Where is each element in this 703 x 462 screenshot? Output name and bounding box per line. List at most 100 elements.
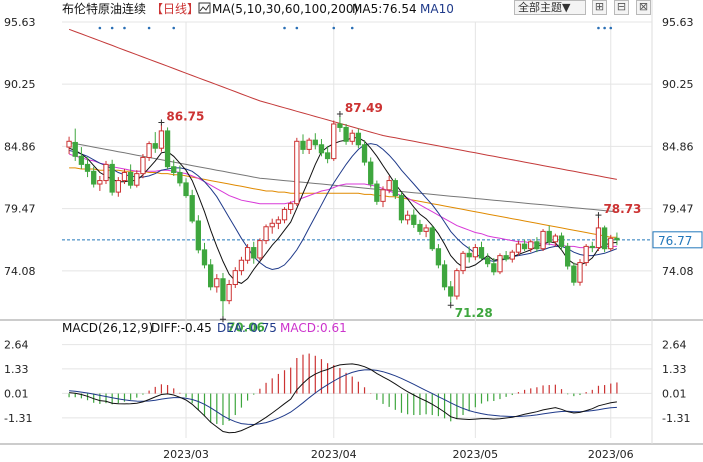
candle-body [558,235,565,247]
candle-body [134,173,140,186]
candle-body [608,237,614,250]
ma-indicator-icon-line [199,4,210,12]
candle-body [195,220,201,251]
candle-body [91,170,97,185]
candle-body [478,247,485,259]
high-annotation: 78.73 [603,202,641,216]
close-icon[interactable]: ⊠ [636,0,651,15]
low-annotation: 71.28 [455,306,493,320]
candle-body [552,235,559,243]
price-tick-label-right: 74.08 [662,265,694,278]
candle-body [103,163,109,182]
candle-body [534,241,540,250]
ma-params-label: MA(5,10,30,60,100,200) [212,2,358,16]
high-marker [336,111,343,118]
candle-body [417,223,423,232]
candle-body [392,180,398,197]
candle-body [171,166,177,173]
candle-body [189,195,195,222]
low-marker [219,316,226,323]
price-tick-label-left: 90.25 [4,78,36,91]
macd-tick-label-left: 2.64 [4,339,29,352]
macd-tick-label-left: -1.31 [4,412,32,425]
ma100-line [69,142,617,213]
macd-tick-label-left: 0.01 [4,387,29,400]
event-marker-dot [295,26,299,30]
candle-body [324,152,331,160]
macd-dea-line [69,369,617,426]
candle-body [300,140,306,150]
macd-diff-label: DIFF:-0.45 [151,321,212,335]
ma200-line [68,28,617,180]
candle-body [343,126,349,142]
period-label: 【日线】 [151,2,199,16]
candle-body [601,227,608,250]
price-tick-label-right: 84.86 [662,140,694,153]
candle-body [232,270,238,286]
price-tick-label-right: 79.47 [662,203,694,216]
candle-body [368,161,374,185]
ma5-value-label: MA5:76.54 [352,2,417,16]
candle-body [109,163,115,193]
candle-body [214,278,220,288]
theme-selector-button[interactable]: 全部主题▼ [514,0,586,15]
candle-body [423,227,429,232]
candle-body [509,251,515,260]
candle-body [528,241,534,250]
ma-indicator-icon [198,2,211,14]
candle-body [306,139,312,150]
event-marker-dot [609,26,613,30]
candle-body [589,245,595,249]
candle-body [497,255,503,273]
candle-body [312,139,318,146]
candle-body [152,143,158,149]
candle-body [257,240,263,259]
macd-tick-label-right: 2.64 [662,339,687,352]
ma30-line [68,153,617,249]
candle-body [201,249,208,266]
high-annotation: 86.75 [166,110,204,124]
time-tick-label: 2023/05 [452,448,498,461]
candle-body [281,208,288,221]
candle-body [454,270,460,297]
candle-body [441,264,448,288]
price-tick-label-left: 79.47 [4,203,36,216]
restore-icon[interactable]: ⊟ [614,0,629,15]
candle-body [411,214,417,225]
event-marker-dot [110,26,114,30]
candle-body [251,247,257,259]
macd-tick-label-right: 1.33 [662,363,687,376]
candle-body [614,237,620,241]
high-marker [595,212,602,219]
macd-tick-label-left: 1.33 [4,363,29,376]
event-marker-dot [283,26,286,30]
candle-body [164,130,171,168]
event-marker-dot [603,26,606,30]
ma10-label: MA10 [420,2,454,16]
candle-body [571,265,577,283]
candle-body [244,247,251,261]
candle-body [318,144,325,154]
candle-body [374,183,380,202]
candle-body [226,284,232,302]
chart-title: 布伦特原油连续 [62,1,146,16]
ma10-line [69,143,618,271]
candle-body [466,252,472,258]
candle-body [140,156,146,175]
candle-body [288,203,294,210]
high-marker [158,119,165,126]
macd-dea-label: DEA:-0.75 [217,321,277,335]
ma5-line [68,137,617,284]
time-tick-label: 2023/03 [163,448,209,461]
price-tick-label-left: 74.08 [4,265,36,278]
candle-body [355,132,362,146]
macd-tick-label-right: -1.31 [662,412,690,425]
event-marker-dot [172,26,176,30]
event-marker-dot [350,26,354,30]
time-tick-label: 2023/04 [311,448,357,461]
candle-body [448,286,454,297]
candle-body [72,141,78,157]
candle-body [565,245,571,267]
expand-icon[interactable]: ⊞ [592,0,607,15]
